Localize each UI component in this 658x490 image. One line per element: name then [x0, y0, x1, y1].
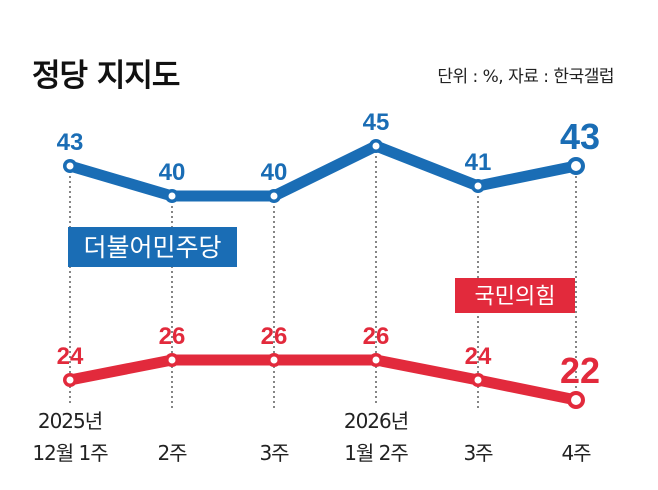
x-tick-label: 2026년: [344, 409, 408, 433]
x-tick-label: 3주: [259, 441, 289, 465]
data-label: 40: [261, 159, 288, 186]
data-label: 22: [560, 350, 600, 391]
legend-label: 국민의힘: [475, 284, 556, 309]
data-point-center: [474, 182, 482, 190]
data-point-center: [571, 161, 581, 171]
data-point-center: [270, 192, 278, 200]
source-note: 단위 : %, 자료 : 한국갤럽: [437, 67, 614, 87]
data-point-center: [66, 376, 74, 384]
data-label: 43: [57, 129, 84, 156]
data-label: 43: [560, 116, 600, 157]
x-tick-label: 1월 2주: [344, 441, 408, 465]
x-tick-label: 2025년: [38, 409, 102, 433]
data-label: 41: [465, 149, 492, 176]
legend-label: 더불어민주당: [83, 233, 221, 262]
data-label: 26: [261, 323, 288, 350]
data-label: 40: [159, 159, 186, 186]
data-label: 24: [57, 343, 84, 370]
data-point-center: [571, 395, 581, 405]
legend-box-ppp: [455, 278, 575, 313]
data-point-center: [372, 356, 380, 364]
data-point-center: [168, 192, 176, 200]
x-tick-label: 2주: [157, 441, 187, 465]
data-point-center: [474, 376, 482, 384]
chart-title: 정당 지지도: [32, 58, 180, 94]
x-tick-label: 3주: [463, 441, 493, 465]
data-label: 45: [363, 109, 390, 136]
legend-box-dpk: [68, 227, 237, 267]
data-point-center: [168, 356, 176, 364]
series-line: [64, 354, 582, 406]
series-line: [64, 140, 582, 202]
data-label: 24: [465, 343, 492, 370]
data-point-center: [270, 356, 278, 364]
data-label: 26: [159, 323, 186, 350]
x-tick-label: 12월 1주: [32, 441, 108, 465]
data-point-center: [66, 162, 74, 170]
data-label: 26: [363, 323, 390, 350]
data-point-center: [372, 142, 380, 150]
x-tick-label: 4주: [561, 441, 591, 465]
